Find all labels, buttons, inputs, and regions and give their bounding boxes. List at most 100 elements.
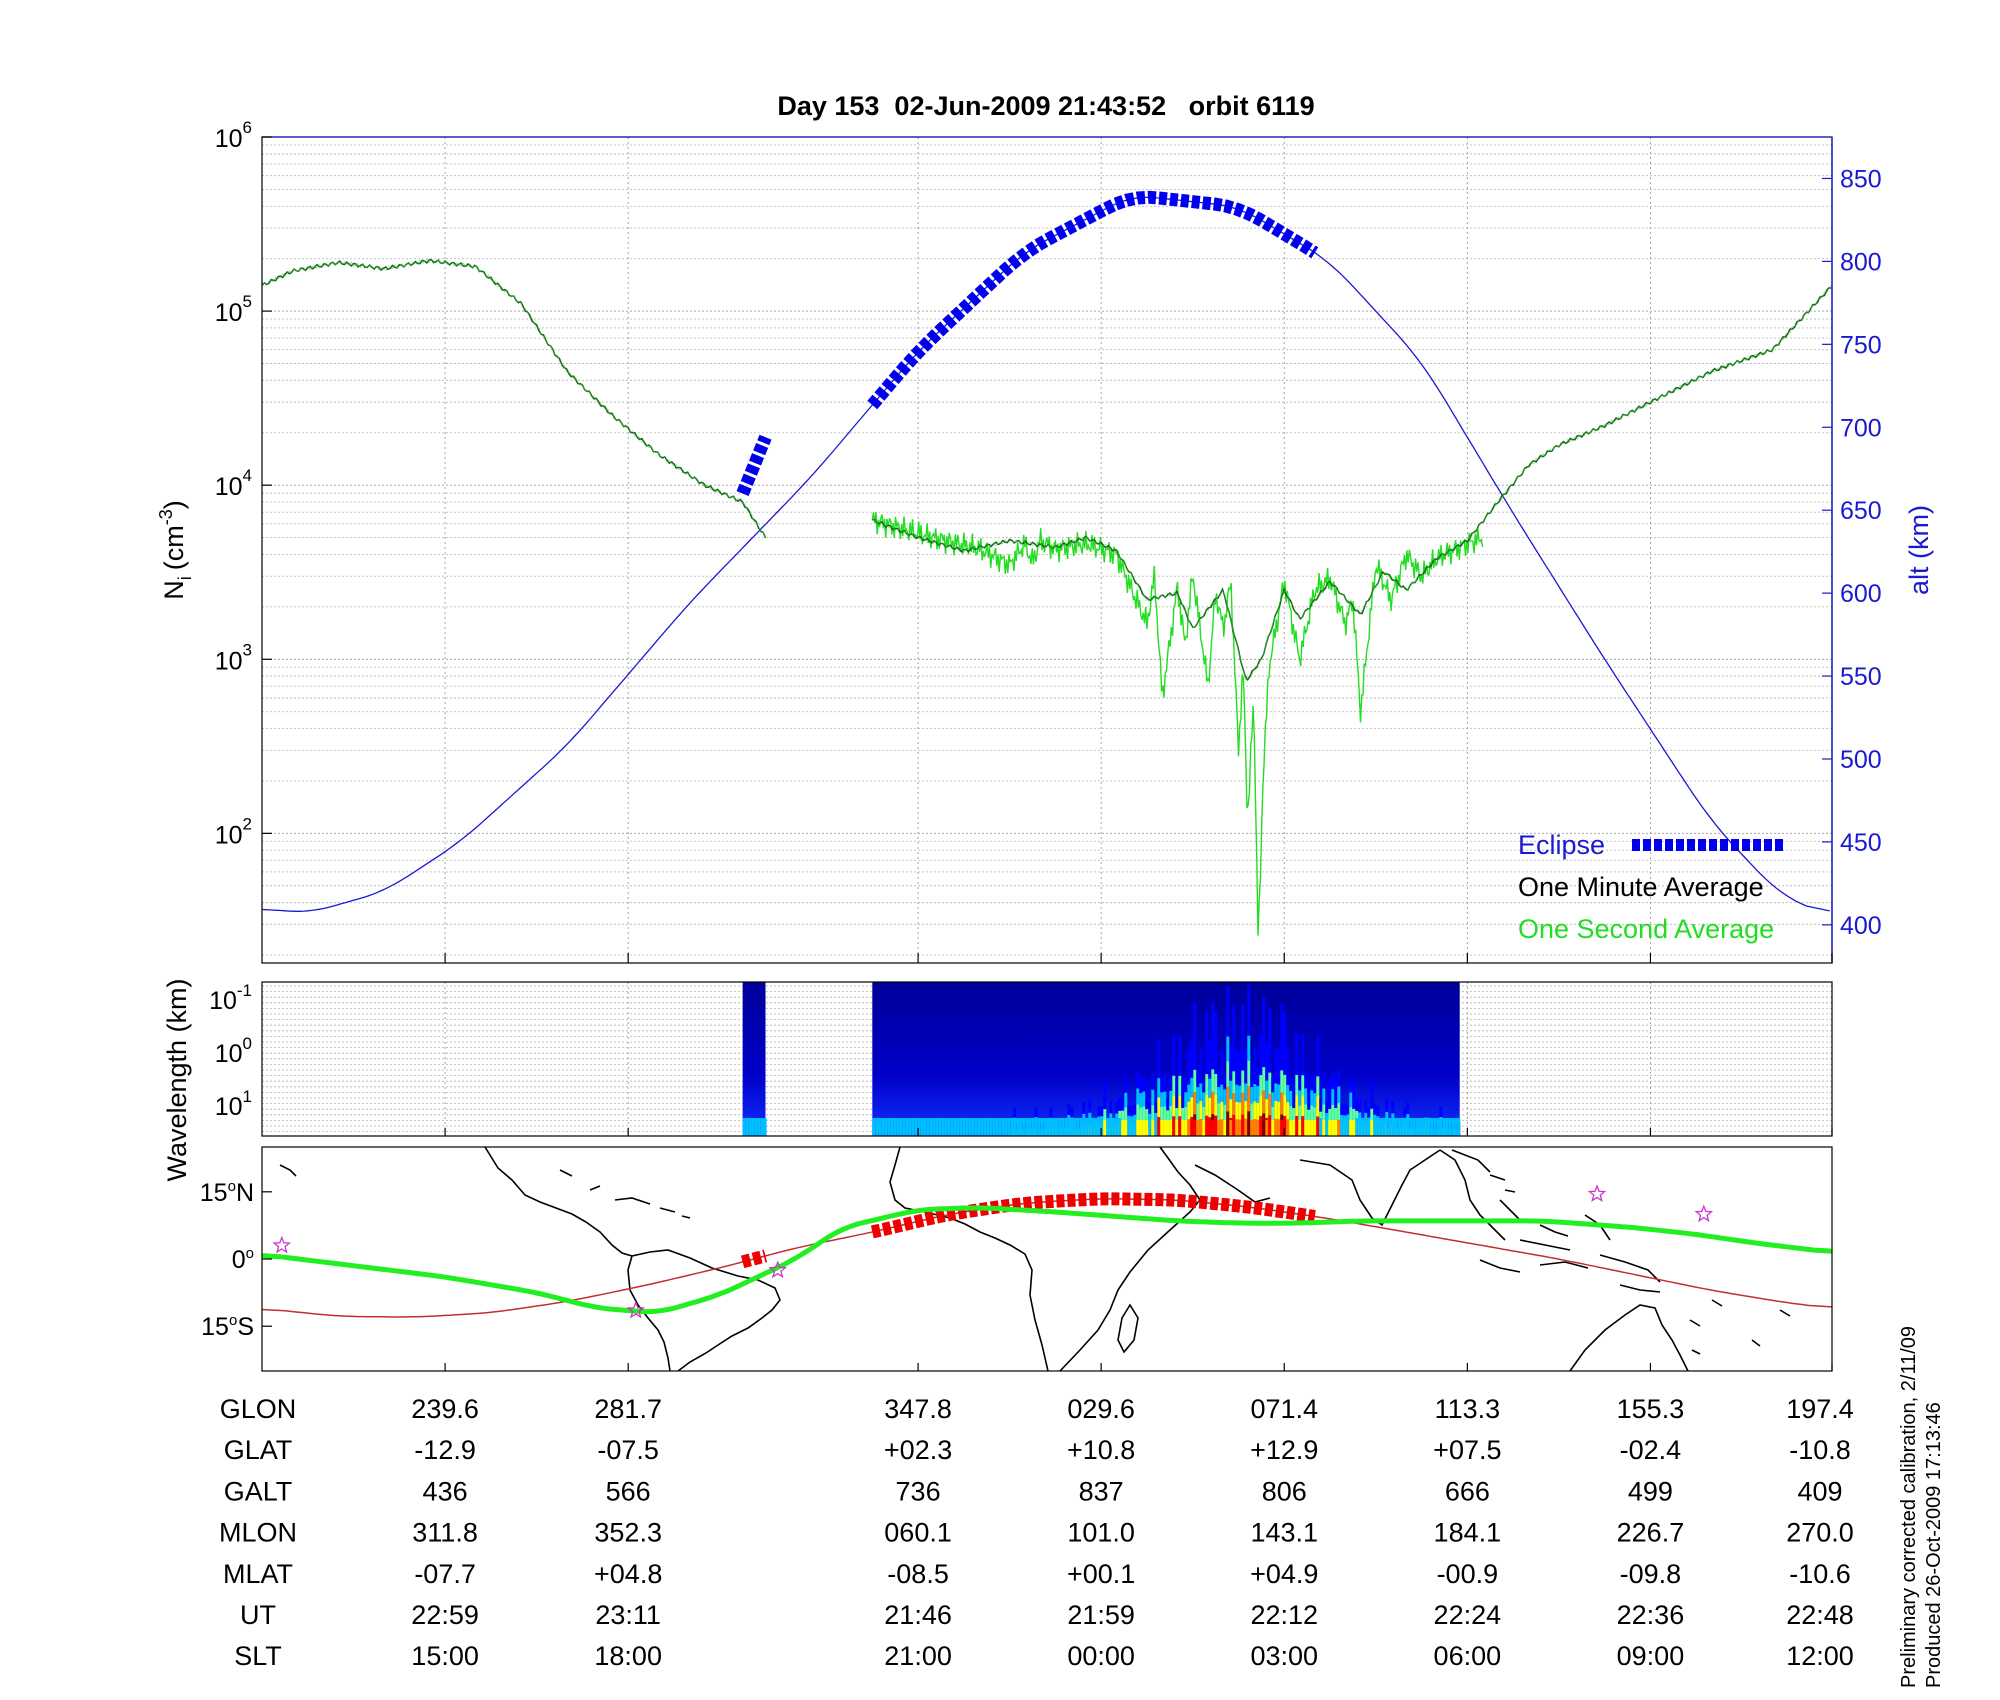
spectrogram-cell — [1193, 1120, 1197, 1136]
spectrogram-cell — [1226, 1120, 1230, 1136]
spectrogram-cell — [1412, 1118, 1416, 1136]
left-tick-base: 10 — [215, 299, 243, 327]
density-gridlines — [262, 136, 1833, 963]
ephemeris-cell: 12:00 — [1786, 1641, 1854, 1671]
spectrogram-cell — [1178, 1120, 1182, 1136]
spectrogram-cell — [1304, 1071, 1308, 1089]
spectrogram-cell — [890, 1118, 894, 1136]
map-tracks — [262, 1184, 1832, 1319]
spectrogram-cell — [1211, 1001, 1215, 1025]
spectrogram-cell — [1073, 1118, 1077, 1136]
ephemeris-cell: 436 — [423, 1476, 468, 1506]
spectrogram-cell — [1214, 1073, 1218, 1095]
spectrogram-cell — [1157, 1038, 1161, 1059]
spectrogram-cell — [1265, 1080, 1269, 1100]
spectrogram-cell — [1226, 986, 1230, 1012]
ephemeris-row-label: GALT — [224, 1476, 293, 1506]
spectrogram-cell — [1220, 1066, 1224, 1085]
spectrogram-cell — [1235, 1120, 1239, 1136]
spectrogram-cell — [1193, 1024, 1197, 1048]
spectrogram-cell — [1427, 1118, 1431, 1136]
spectrogram-cell — [1250, 1070, 1254, 1088]
spectrogram-cell — [1172, 1075, 1176, 1097]
spectrogram-cell — [748, 1118, 752, 1136]
spectrogram-cell — [1163, 1076, 1167, 1092]
spectrogram-cell — [1175, 1079, 1179, 1094]
ephemeris-cell: 311.8 — [412, 1518, 478, 1548]
spectrogram-cell — [1172, 1055, 1176, 1076]
spectrogram-cell — [992, 1118, 996, 1136]
spectrogram-cell — [1157, 1058, 1161, 1079]
spectrogram-cell — [1217, 1103, 1221, 1121]
spectrogram-cell — [1319, 1111, 1323, 1125]
spectrogram-cell — [1208, 1039, 1212, 1060]
spectrogram-cell — [1253, 1083, 1257, 1102]
spectrogram-cell — [1271, 1106, 1275, 1122]
ephemeris-cell: 15:00 — [411, 1641, 479, 1671]
coastline-indonesia — [1479, 1254, 1661, 1293]
spectrogram-cell — [1229, 1098, 1233, 1118]
spectrogram-cell — [1313, 1120, 1317, 1136]
spectrogram-cell — [1280, 1069, 1284, 1093]
spectrogram-cell — [1247, 984, 1251, 1011]
spectrogram-cell — [1175, 1120, 1179, 1136]
spectrogram-cell — [1346, 1103, 1350, 1115]
ephemeris-cell: 281.7 — [594, 1394, 662, 1424]
spectrogram-cell — [965, 1118, 969, 1136]
ephemeris-cell: -07.5 — [597, 1435, 659, 1465]
spectrogram-cell — [1208, 1058, 1212, 1079]
spectrogram-tick-label: 100 — [215, 1034, 252, 1068]
ephemeris-cell: 666 — [1445, 1476, 1490, 1506]
coastlines — [279, 1147, 1791, 1371]
ephemeris-cell: 18:00 — [594, 1641, 662, 1671]
ephemeris-cell: 00:00 — [1067, 1641, 1135, 1671]
spectrogram-cell — [1244, 1082, 1248, 1102]
spectrogram-cell — [1289, 1105, 1293, 1122]
density-ylabel-unit-close: ) — [159, 500, 189, 509]
spectrogram-cell — [917, 1118, 921, 1136]
spectrogram-cell — [1265, 1042, 1269, 1063]
spectrogram-cell — [1247, 1035, 1251, 1061]
spectrogram-cell — [1217, 1086, 1221, 1104]
spectrogram-cell — [1277, 1120, 1281, 1136]
spectrogram-cell — [1349, 1120, 1353, 1136]
spectrogram-cell — [1208, 1120, 1212, 1136]
spectrogram-cell — [1211, 1120, 1215, 1136]
spectrogram-cell — [1100, 1105, 1104, 1117]
spectrogram-cell — [1406, 1118, 1410, 1136]
left-tick-exp: 6 — [243, 118, 252, 137]
spectrogram-data — [742, 982, 1461, 1137]
spectrogram-axes-box — [261, 981, 1833, 1137]
spectrogram-cell — [1079, 1118, 1083, 1136]
spectrogram-cell — [959, 1118, 963, 1136]
spectrogram-cell — [1181, 1107, 1185, 1123]
spectrogram-cell — [986, 1118, 990, 1136]
ephemeris-cell: 155.3 — [1617, 1394, 1685, 1424]
spectrogram-cell — [1229, 1080, 1233, 1100]
ephemeris-cell: 09:00 — [1617, 1641, 1685, 1671]
spectrogram-cell — [1001, 1118, 1005, 1136]
spectrogram-cell — [1232, 1049, 1236, 1072]
spectrogram-cell — [1133, 1103, 1137, 1115]
spectrogram-cell — [1391, 1118, 1395, 1136]
second-average-overlay — [262, 259, 766, 539]
spectrogram-cell — [1256, 1102, 1260, 1120]
spectrogram-cell — [1268, 1008, 1272, 1031]
ephemeris-cell: 071.4 — [1250, 1394, 1318, 1424]
spectrogram-cell — [1103, 1081, 1107, 1096]
spectrogram-cell — [1268, 1120, 1272, 1136]
left-tick-exp: 3 — [243, 640, 252, 659]
spectrogram-cell — [1214, 1094, 1218, 1116]
spectrogram-cell — [920, 1118, 924, 1136]
spectrogram-cell — [1301, 1120, 1305, 1136]
lat-tick-label: 15oS — [201, 1312, 254, 1341]
altitude-line — [262, 196, 1830, 912]
spectrogram-cell — [1406, 1102, 1410, 1115]
spectrogram-cell — [1355, 1118, 1359, 1136]
spectrogram-cell — [1274, 1047, 1278, 1066]
spectrogram-cell — [1295, 1120, 1299, 1136]
spectrogram-cell — [1124, 1106, 1128, 1122]
spectrogram-cell — [1352, 1120, 1356, 1136]
spectrogram-cell — [1226, 1011, 1230, 1037]
